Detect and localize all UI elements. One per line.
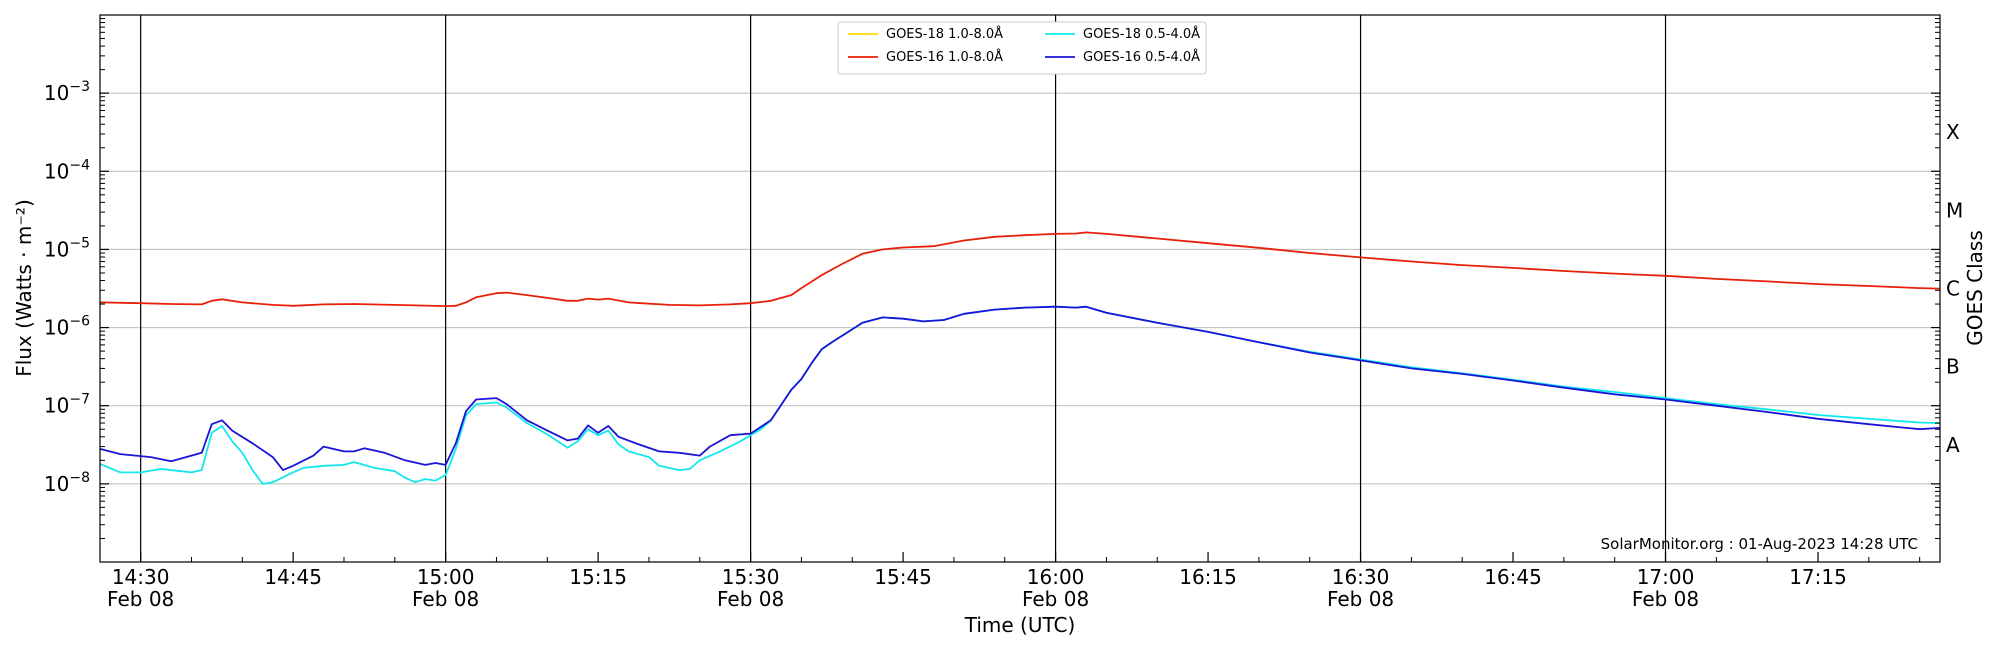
- credit-text: SolarMonitor.org : 01-Aug-2023 14:28 UTC: [1601, 535, 1918, 553]
- goes-class-label: A: [1946, 433, 1960, 457]
- x-tick-date-label: Feb 08: [717, 587, 784, 611]
- x-tick-label: 14:45: [264, 565, 322, 589]
- x-tick-label: 17:15: [1789, 565, 1847, 589]
- y-tick-label: 10−7: [44, 392, 90, 418]
- y-axis-ticks: 10−8 10−7 10−6 10−5 10−4 10−3: [44, 18, 1940, 539]
- goes-class-label: X: [1946, 120, 1960, 144]
- x-tick-label: 16:45: [1484, 565, 1542, 589]
- x-tick-label: 15:00: [417, 565, 475, 589]
- y-tick-label: 10−8: [44, 470, 90, 496]
- legend-label: GOES-18 1.0-8.0Å: [886, 26, 1003, 42]
- flux-series: [99, 231, 1941, 485]
- legend-label: GOES-18 0.5-4.0Å: [1083, 26, 1200, 42]
- x-axis-title: Time (UTC): [964, 613, 1076, 637]
- legend-label: GOES-16 1.0-8.0Å: [886, 49, 1003, 65]
- legend-box: [837, 21, 1207, 75]
- x-tick-date-label: Feb 08: [1022, 587, 1089, 611]
- x-tick-date-label: Feb 08: [1632, 587, 1699, 611]
- goes-class-labels: A B C M X: [1946, 120, 1963, 457]
- series-line: [99, 231, 1941, 308]
- goes-class-label: B: [1946, 355, 1960, 379]
- x-tick-label: 14:30: [112, 565, 170, 589]
- x-tick-label: 17:00: [1637, 565, 1695, 589]
- y-tick-label: 10−4: [44, 157, 90, 183]
- goes-class-label: C: [1946, 277, 1960, 301]
- y-tick-label: 10−3: [44, 79, 90, 105]
- y-axis-title-right: GOES Class: [1963, 230, 1987, 346]
- y-tick-label: 10−6: [44, 314, 90, 340]
- x-tick-label: 15:45: [874, 565, 932, 589]
- x-tick-date-label: Feb 08: [412, 587, 479, 611]
- x-tick-label: 16:15: [1179, 565, 1237, 589]
- x-tick-label: 15:15: [569, 565, 627, 589]
- x-tick-label: 15:30: [722, 565, 780, 589]
- x-tick-date-label: Feb 08: [1327, 587, 1394, 611]
- x-tick-label: 16:00: [1027, 565, 1085, 589]
- legend-label: GOES-16 0.5-4.0Å: [1083, 49, 1200, 65]
- y-axis-title: Flux (Watts · m⁻²): [12, 199, 36, 377]
- goes-class-label: M: [1946, 198, 1963, 222]
- legend: GOES-18 1.0-8.0Å GOES-16 1.0-8.0Å GOES-18 …: [837, 21, 1207, 75]
- x-tick-date-label: Feb 08: [107, 587, 174, 611]
- half-hour-lines: [140, 15, 1667, 562]
- plot-frame: [99, 14, 1941, 563]
- y-tick-label: 10−5: [44, 235, 90, 261]
- series-line: [99, 305, 1941, 472]
- plot-area: [100, 15, 1940, 562]
- x-tick-label: 16:30: [1332, 565, 1390, 589]
- grid-lines: [100, 92, 1940, 485]
